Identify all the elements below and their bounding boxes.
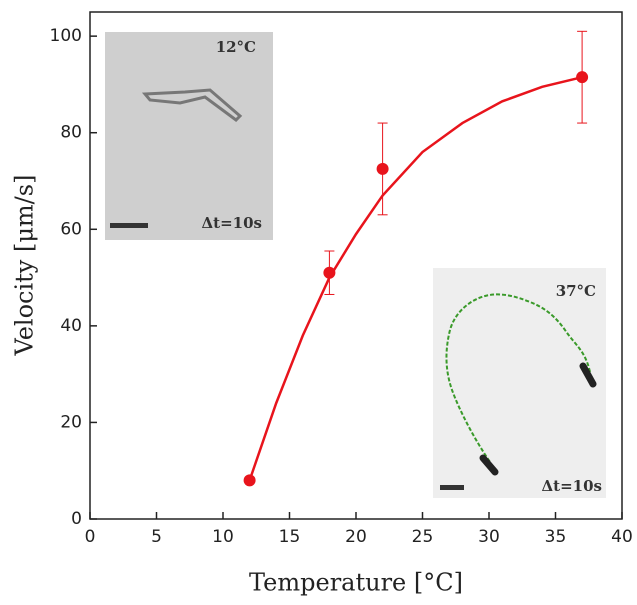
y-tick-label: 80 bbox=[60, 123, 82, 143]
y-tick-label: 20 bbox=[60, 412, 82, 432]
inset-track bbox=[445, 293, 591, 463]
x-tick-label: 35 bbox=[545, 527, 567, 547]
annotation: Δt=10s bbox=[202, 214, 262, 232]
x-tick-label: 10 bbox=[212, 527, 234, 547]
inset-12c bbox=[105, 32, 273, 240]
data-point bbox=[376, 162, 389, 175]
y-tick-label: 0 bbox=[71, 509, 82, 529]
x-tick-label: 5 bbox=[151, 527, 162, 547]
inset-image bbox=[433, 268, 606, 498]
data-point bbox=[243, 474, 256, 487]
x-tick-label: 15 bbox=[279, 527, 301, 547]
x-tick-label: 40 bbox=[611, 527, 633, 547]
inset-37c bbox=[433, 268, 606, 498]
inset-track bbox=[141, 88, 243, 122]
x-tick-label: 20 bbox=[345, 527, 367, 547]
x-tick-label: 0 bbox=[85, 527, 96, 547]
y-axis-label: Velocity [μm/s] bbox=[11, 175, 39, 357]
y-tick-label: 100 bbox=[50, 26, 82, 46]
y-tick-label: 60 bbox=[60, 219, 82, 239]
x-axis-label: Temperature [°C] bbox=[249, 569, 463, 597]
x-tick-label: 30 bbox=[478, 527, 500, 547]
data-point bbox=[576, 71, 589, 84]
scale-bar bbox=[440, 485, 464, 490]
inset-cell bbox=[479, 454, 499, 476]
annotation: 37°C bbox=[556, 282, 596, 300]
inset-image bbox=[105, 32, 273, 240]
scale-bar bbox=[110, 223, 148, 228]
annotation: Δt=10s bbox=[542, 477, 602, 495]
annotation: 12°C bbox=[216, 38, 256, 56]
y-tick-label: 40 bbox=[60, 316, 82, 336]
inset-cell bbox=[579, 362, 597, 388]
x-tick-label: 25 bbox=[412, 527, 434, 547]
data-point bbox=[323, 266, 336, 279]
